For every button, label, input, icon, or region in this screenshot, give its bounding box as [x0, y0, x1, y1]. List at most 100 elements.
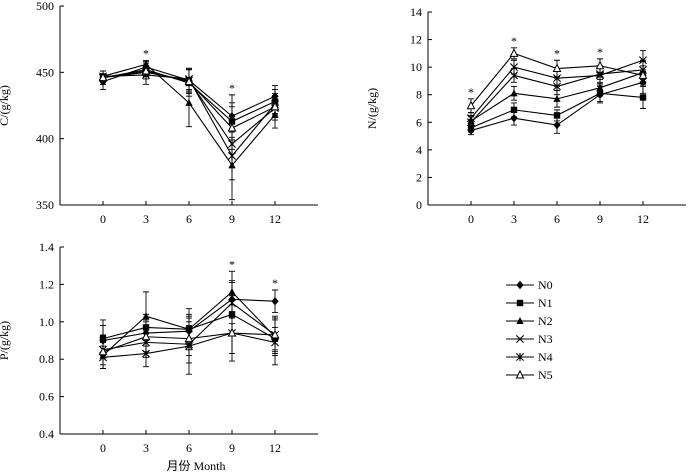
n-point-N2 — [553, 94, 561, 102]
n-x-tick-label: 0 — [468, 212, 474, 226]
n-x-tick-label: 12 — [637, 212, 649, 226]
legend-item-N1: N1 — [506, 296, 553, 310]
n-point-N0 — [553, 120, 561, 130]
p-x-tick-label: 6 — [186, 441, 192, 455]
n-point-N5 — [552, 63, 562, 73]
legend-marker-N5 — [515, 369, 525, 379]
p-point-N2 — [142, 312, 150, 320]
c-point-N4 — [228, 151, 236, 161]
p-point-N3 — [228, 299, 236, 308]
p-y-tick-label: 1.0 — [39, 315, 54, 329]
p-point-N5 — [98, 346, 108, 356]
n-significance-mark: * — [554, 46, 560, 60]
n-point-N4 — [510, 71, 518, 80]
legend-marker-N3 — [516, 335, 524, 343]
n-significance-mark: * — [511, 34, 517, 48]
n-series-N5 — [466, 47, 648, 114]
n-y-tick-label: 12 — [410, 33, 422, 47]
legend-label-N5: N5 — [538, 368, 553, 382]
p-x-tick-label: 9 — [229, 441, 235, 455]
p-y-tick-label: 0.8 — [39, 352, 54, 366]
c-y-tick-label: 350 — [36, 198, 54, 212]
c-point-N5 — [141, 65, 151, 75]
n-point-N5 — [595, 60, 605, 70]
legend-marker-N2 — [516, 317, 524, 324]
p-y-tick-label: 1.2 — [39, 277, 54, 291]
n-y-tick-label: 8 — [416, 88, 422, 102]
c-y-axis-title: C/(g/kg) — [0, 85, 11, 126]
p-point-N5 — [227, 327, 237, 337]
panel-phosphorus: 0.4 0.6 0.8 1.0 1.2 1.4 0 3 6 9 12 P/(g/kg) * * — [0, 240, 318, 455]
c-x-tick-label: 9 — [229, 212, 235, 226]
c-significance-mark: * — [229, 81, 235, 95]
c-x-tick-label: 6 — [186, 212, 192, 226]
n-point-N5 — [509, 48, 519, 57]
p-x-tick-label: 0 — [100, 441, 106, 455]
p-x-tick-label: 12 — [269, 441, 281, 455]
p-x-tick-label: 3 — [143, 441, 149, 455]
p-y-tick-label: 0.4 — [39, 427, 54, 441]
c-point-N5 — [184, 76, 194, 86]
n-point-N2 — [596, 83, 604, 91]
p-point-N5 — [270, 329, 280, 339]
legend-label-N2: N2 — [538, 314, 553, 328]
p-y-tick-label: 1.4 — [39, 240, 54, 254]
legend-item-N4: N4 — [506, 350, 553, 364]
c-x-tick-label: 12 — [269, 212, 281, 226]
n-y-tick-label: 2 — [416, 170, 422, 184]
c-x-tick-label: 3 — [143, 212, 149, 226]
panel-carbon: 350 400 450 500 0 3 6 9 12 C/(g/kg) * * — [0, 0, 318, 226]
p-point-N0 — [271, 297, 279, 306]
n-point-N2 — [510, 89, 518, 97]
p-point-N5 — [141, 331, 151, 341]
p-y-axis-title: P/(g/kg) — [0, 321, 11, 360]
legend-label-N0: N0 — [538, 278, 553, 292]
legend-item-N5: N5 — [506, 368, 553, 382]
n-point-N4 — [467, 118, 475, 127]
n-point-N1 — [553, 112, 561, 119]
legend-label-N4: N4 — [538, 350, 553, 364]
legend-item-N2: N2 — [506, 314, 553, 328]
c-point-N2 — [185, 98, 193, 106]
c-y-tick-label: 400 — [36, 132, 54, 146]
legend-marker-N1 — [516, 299, 524, 307]
n-point-N1 — [639, 94, 647, 101]
c-point-N5 — [227, 122, 237, 132]
n-significance-mark: * — [468, 85, 474, 99]
n-point-N5 — [466, 100, 476, 110]
c-y-tick-label: 450 — [36, 65, 54, 79]
n-y-tick-label: 0 — [416, 198, 422, 212]
n-y-tick-label: 4 — [416, 143, 422, 157]
c-y-tick-label: 500 — [36, 0, 54, 13]
n-point-N0 — [510, 113, 518, 123]
n-y-tick-label: 6 — [416, 115, 422, 129]
n-point-N4 — [553, 82, 561, 91]
n-point-N3 — [510, 63, 518, 72]
p-significance-mark: * — [272, 276, 278, 290]
c-significance-mark: * — [143, 46, 149, 60]
p-significance-mark: * — [229, 257, 235, 271]
c-point-N5 — [98, 72, 108, 82]
n-significance-mark: * — [597, 45, 603, 59]
n-x-tick-label: 3 — [511, 212, 517, 226]
n-x-tick-label: 9 — [597, 212, 603, 226]
p-y-tick-label: 0.6 — [39, 390, 54, 404]
legend: N0 N1 N2 N3 N4 N5 — [506, 278, 553, 382]
legend-label-N3: N3 — [538, 332, 553, 346]
legend-marker-N0 — [516, 280, 524, 290]
x-axis-title: 月份 Month — [166, 459, 225, 473]
panel-nitrogen: 0 2 4 6 8 10 12 14 0 3 6 9 12 N/(g/kg) * * * * — [365, 5, 686, 226]
n-y-axis-title: N/(g/kg) — [365, 88, 379, 129]
n-x-tick-label: 6 — [554, 212, 560, 226]
legend-item-N0: N0 — [506, 278, 553, 292]
n-point-N1 — [510, 106, 518, 114]
n-y-tick-label: 10 — [410, 60, 422, 74]
c-point-N5 — [270, 101, 280, 111]
legend-marker-N4 — [516, 352, 524, 362]
legend-label-N1: N1 — [538, 296, 553, 310]
legend-item-N3: N3 — [506, 332, 553, 346]
n-series-N2 — [467, 61, 647, 127]
c-series-N5 — [98, 65, 280, 150]
p-point-N5 — [184, 333, 194, 343]
